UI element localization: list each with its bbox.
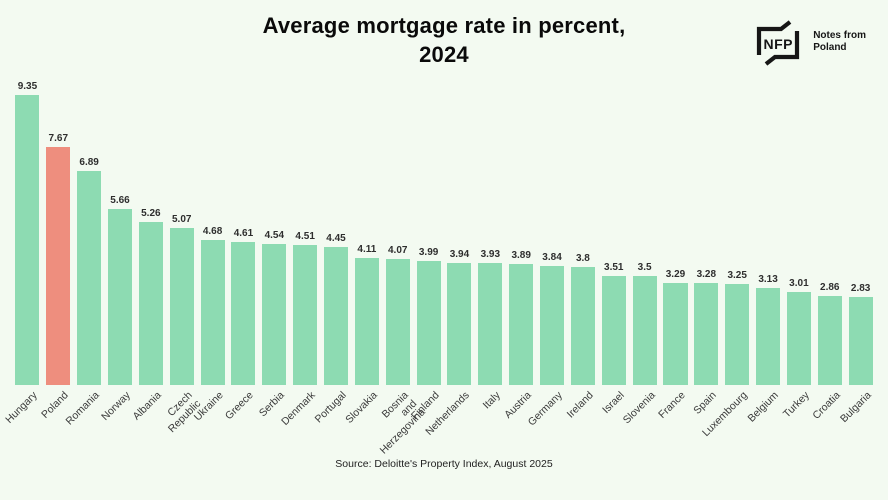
bar-value-label: 7.67 <box>48 133 69 145</box>
bar <box>756 287 781 385</box>
bar-value-label: 3.99 <box>418 247 439 259</box>
bar <box>509 264 534 385</box>
bar <box>632 276 657 385</box>
bar <box>848 297 873 385</box>
bar-column: 4.11 Slovakia <box>343 243 382 426</box>
bar-column: 3.94 Netherlands <box>424 248 475 438</box>
bar-value-label: 3.25 <box>727 270 747 282</box>
bar-highlighted <box>46 147 71 385</box>
bar <box>354 257 379 385</box>
bar-value-label: 2.86 <box>820 282 840 294</box>
bar-column: 4.07 Bosnia and Herzegovina <box>377 244 427 456</box>
bar <box>478 263 503 385</box>
bar-value-label: 3.94 <box>449 248 470 260</box>
x-axis-label: Czech Republic <box>164 389 203 435</box>
bar-column: 4.68 Ukraine <box>191 225 228 424</box>
bar-column: 5.66 Norway <box>99 195 136 423</box>
bar-column: 6.89 Romania <box>64 157 105 427</box>
bar-column: 3.93 Italy <box>475 249 506 411</box>
bar-column: 3.29 France <box>657 269 691 421</box>
bar-column: 3.8 Ireland <box>564 253 598 420</box>
bar <box>540 265 565 385</box>
nfp-logo: NFP Notes from Poland <box>752 18 866 66</box>
bar-column: 3.13 Belgium <box>746 273 784 425</box>
bar-value-label: 6.89 <box>79 157 99 169</box>
bar <box>416 261 441 385</box>
bar-column: 4.45 Portugal <box>313 233 352 425</box>
bar-value-label: 4.61 <box>233 228 254 239</box>
bar-value-label: 5.07 <box>171 213 192 225</box>
bar <box>15 95 40 385</box>
x-axis-label: Bosnia and Herzegovina <box>376 389 428 457</box>
bar <box>262 244 287 385</box>
bar-value-label: 5.26 <box>141 207 161 219</box>
bar-column: 3.84 Germany <box>526 251 568 428</box>
bar-column: 9.35 Hungary <box>4 81 43 426</box>
bar-column: 5.26 Albania <box>130 207 166 423</box>
source-note: Source: Deloitte's Property Index, Augus… <box>335 458 553 470</box>
bar <box>385 258 410 385</box>
bar-column: 2.83 Bulgaria <box>838 283 876 425</box>
bar-column: 7.67 Poland <box>39 133 74 421</box>
bar-value-label: 3.8 <box>575 253 590 265</box>
nfp-brackets-icon <box>757 20 800 66</box>
bar-value-label: 4.11 <box>357 243 377 255</box>
bar <box>138 221 163 385</box>
bar-column: 3.51 Israel <box>598 262 629 416</box>
bar <box>725 284 750 385</box>
bar <box>447 262 472 385</box>
bar-column: 3.89 Austria <box>502 250 537 421</box>
bar-value-label: 4.51 <box>295 231 315 243</box>
bar-column: 3.99 Finland <box>409 247 444 422</box>
bar <box>601 276 626 385</box>
bar-value-label: 5.66 <box>110 195 130 207</box>
nfp-logo-mark: NFP <box>752 18 804 66</box>
nfp-logo-text: Notes from Poland <box>813 29 866 54</box>
bar-column: 3.25 Luxembourg <box>700 270 753 439</box>
bar-value-label: 3.93 <box>480 249 501 261</box>
bar-column: 2.86 Croatia <box>810 282 845 421</box>
bar <box>323 247 349 385</box>
bar-chart: 9.35 Hungary 7.67 Poland 6.89 Romania 5.66 Norw… <box>4 81 876 456</box>
bar <box>293 245 318 385</box>
bar-value-label: 4.54 <box>264 230 285 242</box>
bar-value-label: 3.29 <box>665 269 686 280</box>
bar-column: 4.61 Greece <box>223 228 259 422</box>
bar <box>231 242 256 385</box>
bar <box>694 283 719 385</box>
bar-column: 4.51 Denmark <box>279 231 321 428</box>
bar <box>200 239 225 385</box>
bar <box>817 296 842 385</box>
bar <box>77 171 102 385</box>
bar-value-label: 3.01 <box>789 277 809 289</box>
bar-value-label: 3.28 <box>696 269 717 281</box>
bar-value-label: 3.5 <box>637 262 652 274</box>
bar-column: 4.54 Serbia <box>257 230 290 419</box>
bar-column: 3.01 Turkey <box>781 277 814 421</box>
bar-column: 3.28 Spain <box>691 269 722 416</box>
bar <box>786 291 811 385</box>
bar <box>107 209 133 385</box>
bar-value-label: 3.51 <box>604 262 624 274</box>
bar <box>169 227 194 385</box>
bar-value-label: 4.68 <box>202 225 223 237</box>
bar-column: 3.5 Slovenia <box>620 262 660 426</box>
nfp-logo-letters: NFP <box>763 36 793 52</box>
bar <box>570 267 595 385</box>
bar-value-label: 4.07 <box>388 244 408 256</box>
chart-figure: Average mortgage rate in percent, 2024 N… <box>4 13 876 470</box>
bar-value-label: 4.45 <box>326 233 346 244</box>
bar-value-label: 3.13 <box>758 273 778 285</box>
bar <box>663 283 688 385</box>
chart-title: Average mortgage rate in percent, 2024 <box>262 13 626 67</box>
bar-value-label: 3.89 <box>511 250 531 262</box>
bar-column: 5.07 Czech Republic <box>165 213 203 435</box>
bar-value-label: 2.83 <box>850 283 871 295</box>
bar-value-label: 3.84 <box>542 251 562 263</box>
bar-value-label: 9.35 <box>17 81 38 92</box>
